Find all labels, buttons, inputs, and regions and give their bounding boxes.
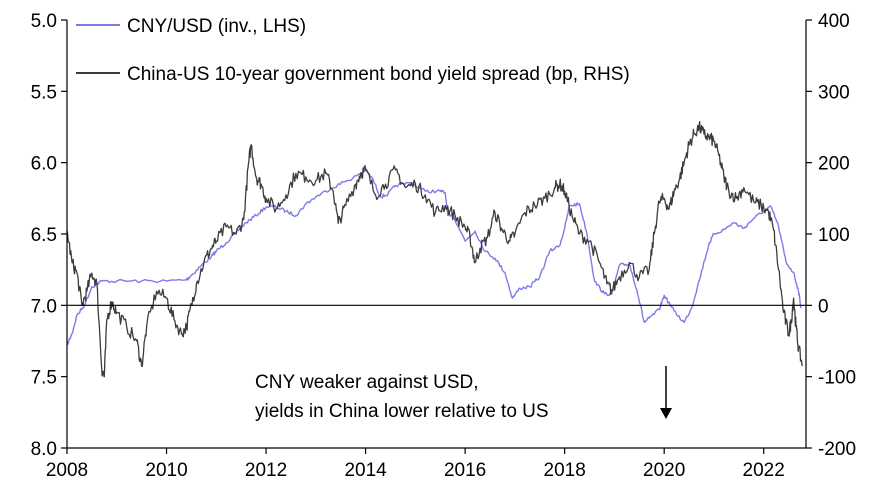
annotation-line-1: CNY weaker against USD, (255, 372, 479, 393)
x-tick-label: 2014 (344, 460, 387, 481)
tick-labels: 5.0 5.5 6.0 6.5 7.0 7.5 8.0 400 300 200 100 0 -100 -2… (31, 11, 856, 481)
x-tick-label: 2016 (444, 460, 486, 481)
legend-label-spread: China-US 10-year government bond yield s… (127, 64, 630, 85)
annotation-line-2: yields in China lower relative to US (255, 401, 549, 422)
right-tick-label: 100 (818, 225, 850, 246)
x-tick-label: 2018 (544, 460, 586, 481)
series-line-cny-usd (66, 168, 802, 346)
right-tick-label: -100 (818, 368, 856, 389)
x-tick-label: 2010 (145, 460, 187, 481)
legend: CNY/USD (inv., LHS) China-US 10-year gov… (76, 16, 630, 85)
series-line-yield-spread (66, 121, 804, 378)
right-tick-label: 0 (818, 296, 829, 317)
x-tick-label: 2020 (643, 460, 685, 481)
left-tick-label: 6.0 (31, 154, 57, 175)
right-tick-label: 400 (818, 11, 850, 32)
right-tick-label: 300 (818, 82, 850, 103)
left-tick-label: 8.0 (31, 439, 57, 460)
right-tick-label: 200 (818, 154, 850, 175)
x-tick-label: 2022 (743, 460, 785, 481)
down-arrow-icon (660, 408, 672, 419)
annotation: CNY weaker against USD, yields in China … (255, 366, 672, 422)
x-tick-label: 2012 (245, 460, 287, 481)
x-tick-label: 2008 (46, 460, 88, 481)
left-tick-label: 6.5 (31, 225, 57, 246)
left-tick-label: 7.0 (31, 296, 57, 317)
legend-label-cny: CNY/USD (inv., LHS) (127, 16, 306, 37)
left-tick-label: 7.5 (31, 368, 57, 389)
left-tick-label: 5.0 (31, 11, 57, 32)
right-tick-label: -200 (818, 439, 856, 460)
series-lines (66, 121, 804, 378)
left-tick-label: 5.5 (31, 82, 57, 103)
